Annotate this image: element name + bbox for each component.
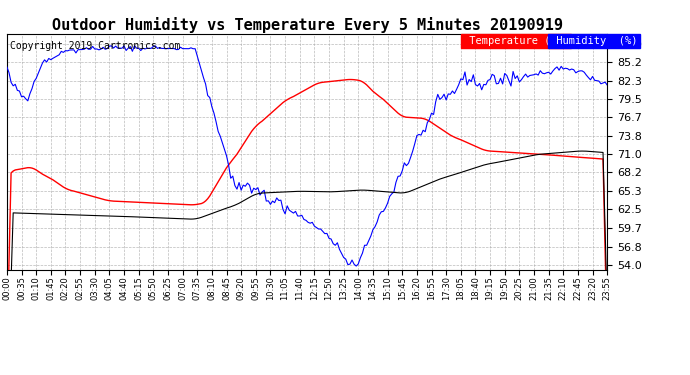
- Text: Humidity  (%): Humidity (%): [550, 36, 638, 46]
- Text: Copyright 2019 Cartronics.com: Copyright 2019 Cartronics.com: [10, 41, 180, 51]
- Title: Outdoor Humidity vs Temperature Every 5 Minutes 20190919: Outdoor Humidity vs Temperature Every 5 …: [52, 16, 562, 33]
- Text: Temperature (°F): Temperature (°F): [463, 36, 569, 46]
